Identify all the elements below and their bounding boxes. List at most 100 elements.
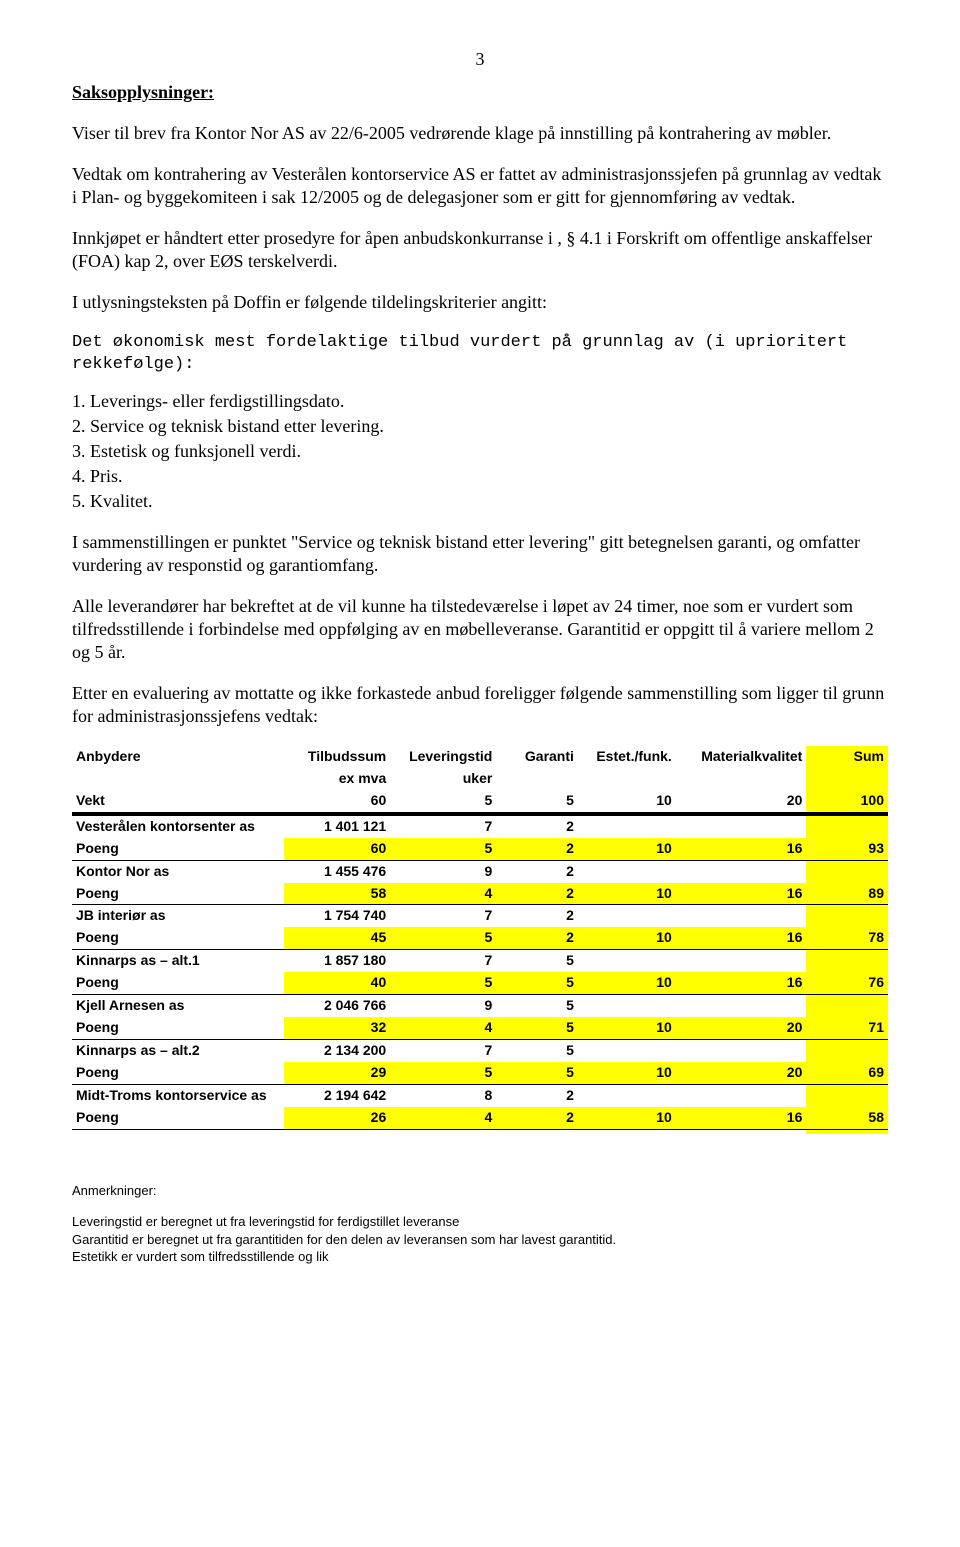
cell: 7 bbox=[390, 1039, 496, 1061]
table-row-points: Poeng4055101676 bbox=[72, 972, 888, 994]
cell: 2 bbox=[496, 1107, 578, 1129]
weight-value: 5 bbox=[496, 790, 578, 814]
cell: 2 134 200 bbox=[284, 1039, 390, 1061]
cell: 1 857 180 bbox=[284, 950, 390, 972]
col-header: Leveringstid bbox=[390, 746, 496, 768]
cell: 16 bbox=[676, 927, 807, 949]
page-number: 3 bbox=[72, 48, 888, 71]
cell: 93 bbox=[806, 838, 888, 860]
cell: 10 bbox=[578, 1107, 676, 1129]
col-header: Sum bbox=[806, 746, 888, 768]
cell: 7 bbox=[390, 814, 496, 838]
table-row-points: Poeng3245102071 bbox=[72, 1017, 888, 1039]
cell: 45 bbox=[284, 927, 390, 949]
cell: 5 bbox=[390, 972, 496, 994]
table-row: Kontor Nor as1 455 47692 bbox=[72, 860, 888, 882]
cell: 2 bbox=[496, 883, 578, 905]
cell: 9 bbox=[390, 995, 496, 1017]
cell: 26 bbox=[284, 1107, 390, 1129]
cell: 4 bbox=[390, 883, 496, 905]
cell: 16 bbox=[676, 972, 807, 994]
cell: 10 bbox=[578, 883, 676, 905]
weight-value: 100 bbox=[806, 790, 888, 814]
cell: 10 bbox=[578, 838, 676, 860]
col-subheader: ex mva bbox=[284, 768, 390, 790]
cell: 5 bbox=[390, 838, 496, 860]
paragraph: Etter en evaluering av mottatte og ikke … bbox=[72, 682, 888, 728]
col-header: Anbydere bbox=[72, 746, 284, 768]
cell: 5 bbox=[496, 950, 578, 972]
weight-label: Vekt bbox=[72, 790, 284, 814]
cell: 4 bbox=[390, 1107, 496, 1129]
bidder-name: Kinnarps as – alt.2 bbox=[72, 1039, 284, 1061]
cell: 20 bbox=[676, 1062, 807, 1084]
col-header: Tilbudssum bbox=[284, 746, 390, 768]
cell: 60 bbox=[284, 838, 390, 860]
criteria-intro-mono: Det økonomisk mest fordelaktige tilbud v… bbox=[72, 332, 888, 376]
cell: 2 194 642 bbox=[284, 1084, 390, 1106]
cell: 16 bbox=[676, 1107, 807, 1129]
list-item: 1. Leverings- eller ferdigstillingsdato. bbox=[72, 390, 888, 413]
table-header-row: Anbydere Tilbudssum Leveringstid Garanti… bbox=[72, 746, 888, 768]
cell: 71 bbox=[806, 1017, 888, 1039]
points-label: Poeng bbox=[72, 838, 284, 860]
table-row: Kjell Arnesen as2 046 76695 bbox=[72, 995, 888, 1017]
cell: 58 bbox=[284, 883, 390, 905]
cell: 2 bbox=[496, 860, 578, 882]
table-row: Kinnarps as – alt.11 857 18075 bbox=[72, 950, 888, 972]
weight-value: 20 bbox=[676, 790, 807, 814]
table-row: Kinnarps as – alt.22 134 20075 bbox=[72, 1039, 888, 1061]
cell: 10 bbox=[578, 927, 676, 949]
section-heading: Saksopplysninger: bbox=[72, 81, 888, 104]
cell: 7 bbox=[390, 950, 496, 972]
col-subheader: uker bbox=[390, 768, 496, 790]
table-row-points: Poeng4552101678 bbox=[72, 927, 888, 949]
list-item: 4. Pris. bbox=[72, 465, 888, 488]
note-line: Leveringstid er beregnet ut fra levering… bbox=[72, 1213, 888, 1231]
table-weight-row: Vekt 60 5 5 10 20 100 bbox=[72, 790, 888, 814]
table-row-points: Poeng2642101658 bbox=[72, 1107, 888, 1129]
paragraph: Viser til brev fra Kontor Nor AS av 22/6… bbox=[72, 122, 888, 145]
cell: 10 bbox=[578, 1017, 676, 1039]
cell: 5 bbox=[496, 972, 578, 994]
table-row-points: Poeng5842101689 bbox=[72, 883, 888, 905]
points-label: Poeng bbox=[72, 883, 284, 905]
cell: 2 bbox=[496, 838, 578, 860]
cell: 5 bbox=[496, 1039, 578, 1061]
cell: 78 bbox=[806, 927, 888, 949]
cell: 29 bbox=[284, 1062, 390, 1084]
paragraph: I sammenstillingen er punktet "Service o… bbox=[72, 531, 888, 577]
paragraph: Innkjøpet er håndtert etter prosedyre fo… bbox=[72, 227, 888, 273]
bidder-name: JB interiør as bbox=[72, 905, 284, 927]
table-row: JB interiør as1 754 74072 bbox=[72, 905, 888, 927]
points-label: Poeng bbox=[72, 1062, 284, 1084]
cell: 10 bbox=[578, 1062, 676, 1084]
cell: 5 bbox=[496, 995, 578, 1017]
cell: 1 455 476 bbox=[284, 860, 390, 882]
points-label: Poeng bbox=[72, 927, 284, 949]
note-line: Estetikk er vurdert som tilfredsstillend… bbox=[72, 1248, 888, 1266]
bidder-name: Kjell Arnesen as bbox=[72, 995, 284, 1017]
cell: 69 bbox=[806, 1062, 888, 1084]
cell: 5 bbox=[390, 927, 496, 949]
evaluation-table: Anbydere Tilbudssum Leveringstid Garanti… bbox=[72, 746, 888, 1133]
cell: 1 401 121 bbox=[284, 814, 390, 838]
cell: 2 bbox=[496, 927, 578, 949]
cell: 20 bbox=[676, 1017, 807, 1039]
paragraph: I utlysningsteksten på Doffin er følgend… bbox=[72, 291, 888, 314]
paragraph: Alle leverandører har bekreftet at de vi… bbox=[72, 595, 888, 664]
points-label: Poeng bbox=[72, 1107, 284, 1129]
table-row-points: Poeng6052101693 bbox=[72, 838, 888, 860]
cell: 5 bbox=[390, 1062, 496, 1084]
cell: 2 046 766 bbox=[284, 995, 390, 1017]
bidder-name: Vesterålen kontorsenter as bbox=[72, 814, 284, 838]
notes-title: Anmerkninger: bbox=[72, 1182, 888, 1200]
cell: 2 bbox=[496, 1084, 578, 1106]
cell: 1 754 740 bbox=[284, 905, 390, 927]
cell: 2 bbox=[496, 814, 578, 838]
cell: 5 bbox=[496, 1017, 578, 1039]
cell: 5 bbox=[496, 1062, 578, 1084]
note-line: Garantitid er beregnet ut fra garantitid… bbox=[72, 1231, 888, 1249]
cell: 58 bbox=[806, 1107, 888, 1129]
cell: 4 bbox=[390, 1017, 496, 1039]
